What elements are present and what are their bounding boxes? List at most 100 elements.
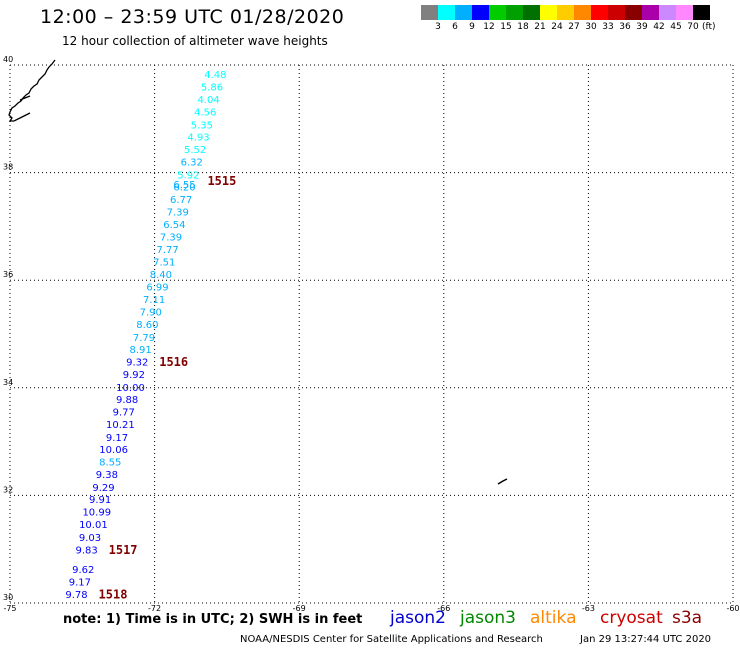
colorbar-swatch — [642, 5, 659, 20]
legend-altika: altika — [530, 608, 577, 628]
wave-height-value: 6.77 — [170, 195, 192, 206]
colorbar-label: 18 — [517, 22, 529, 32]
wave-height-value: 7.90 — [140, 307, 162, 318]
y-tick-label: 32 — [3, 485, 13, 494]
colorbar-label: 12 — [483, 22, 495, 32]
wave-height-value: 9.92 — [123, 370, 145, 381]
colorbar-swatch — [574, 5, 591, 20]
colorbar-label: 33 — [602, 22, 614, 32]
axis-tick-labels: -75 -72 -69 -66 -63 -60 40 38 36 34 32 30 — [3, 55, 740, 612]
track-time-label: 1515 — [207, 174, 236, 188]
wave-height-value: 5.35 — [191, 120, 213, 131]
wave-height-value: 7.39 — [160, 233, 182, 244]
y-tick-label: 40 — [3, 55, 13, 64]
colorbar-swatch — [693, 5, 710, 20]
colorbar-label: 39 — [636, 22, 648, 32]
x-tick-label: -63 — [582, 604, 595, 612]
graticule — [9, 64, 734, 604]
colorbar-label: 21 — [534, 22, 546, 32]
x-tick-label: -60 — [726, 604, 739, 612]
wave-height-value: 10.00 — [116, 383, 145, 394]
wave-height-value: 6.99 — [146, 283, 168, 294]
wave-height-value: 9.17 — [69, 578, 91, 589]
wave-height-value: 10.01 — [79, 520, 108, 531]
wave-height-value: 9.62 — [72, 565, 94, 576]
wave-height-value: 6.20 — [173, 183, 195, 194]
wave-height-value: 5.86 — [201, 83, 223, 94]
wave-height-value: 8.40 — [150, 270, 172, 281]
y-tick-label: 30 — [3, 593, 13, 602]
colorbar-swatch — [625, 5, 642, 20]
track-values: 4.48 5.864.044.56 5.35 4.935.526.32 5.926.55… — [65, 70, 226, 601]
colorbar-label: 3 — [435, 22, 441, 32]
wave-height-value: 5.52 — [184, 145, 206, 156]
wave-height-value: 9.78 — [65, 590, 87, 601]
colorbar — [421, 5, 710, 21]
colorbar-swatch — [676, 5, 693, 20]
wave-height-value: 5.92 — [177, 170, 199, 181]
wave-height-value: 9.29 — [92, 483, 114, 494]
colorbar-swatch — [506, 5, 523, 20]
colorbar-label: 15 — [500, 22, 512, 32]
colorbar-swatch — [421, 5, 438, 20]
colorbar-label: 27 — [568, 22, 580, 32]
wave-height-value: 8.91 — [129, 345, 151, 356]
wave-height-value: 9.77 — [113, 408, 135, 419]
generated-time: Jan 29 13:27:44 UTC 2020 — [580, 634, 712, 645]
x-tick-label: -75 — [3, 604, 16, 612]
wave-height-value: 6.32 — [181, 157, 203, 168]
colorbar-label: 45 — [670, 22, 682, 32]
colorbar-swatch — [540, 5, 557, 20]
wave-height-value: 10.06 — [99, 445, 128, 456]
colorbar-label: 36 — [619, 22, 631, 32]
wave-height-value: 10.21 — [106, 420, 135, 431]
colorbar-swatch — [455, 5, 472, 20]
wave-height-value: 4.56 — [194, 107, 216, 118]
track-time-label: 1518 — [99, 587, 128, 601]
units-note: note: 1) Time is in UTC; 2) SWH is in fe… — [63, 612, 363, 627]
wave-height-value: 7.39 — [167, 207, 189, 218]
colorbar-label: 70 — [687, 22, 699, 32]
y-tick-label: 38 — [3, 163, 13, 172]
coastline — [8, 59, 56, 122]
wave-height-value: 7.51 — [153, 257, 175, 268]
colorbar-swatch — [557, 5, 574, 20]
bermuda-island — [497, 478, 508, 485]
colorbar-label: 42 — [653, 22, 665, 32]
x-tick-label: -72 — [148, 604, 161, 612]
y-tick-label: 34 — [3, 378, 13, 387]
colorbar-swatch — [659, 5, 676, 20]
wave-height-value: 9.38 — [96, 470, 118, 481]
colorbar-label: 24 — [551, 22, 563, 32]
x-tick-label: -69 — [293, 604, 306, 612]
map-title: 12:00 – 23:59 UTC 01/28/2020 — [40, 6, 345, 28]
y-tick-label: 36 — [3, 270, 13, 279]
wave-height-value: 9.32 — [126, 358, 148, 369]
colorbar-unit: (ft) — [702, 22, 716, 32]
colorbar-swatch — [523, 5, 540, 20]
wave-height-value: 8.60 — [136, 320, 158, 331]
wave-height-value: 9.03 — [79, 533, 101, 544]
track-time-labels: 1515 1516 1517 1518 — [99, 174, 237, 601]
wave-height-value: 6.55 — [173, 180, 195, 191]
wave-height-value: 6.54 — [163, 220, 185, 231]
wave-height-value: 4.04 — [197, 95, 219, 106]
colorbar-swatch — [489, 5, 506, 20]
legend-s3a: s3a — [672, 608, 703, 628]
credit-line: NOAA/NESDIS Center for Satellite Applica… — [240, 634, 543, 645]
colorbar-label: 9 — [469, 22, 475, 32]
track-time-label: 1517 — [109, 543, 138, 557]
wave-height-value: 4.48 — [204, 70, 226, 81]
colorbar-label: 6 — [452, 22, 458, 32]
wave-height-value: 4.93 — [187, 133, 209, 144]
x-tick-label: -66 — [437, 604, 450, 612]
colorbar-swatch — [438, 5, 455, 20]
colorbar-swatch — [608, 5, 625, 20]
wave-height-value: 7.77 — [156, 245, 178, 256]
legend-cryosat: cryosat — [600, 608, 663, 628]
wave-height-value: 7.11 — [143, 295, 165, 306]
wave-height-value: 7.79 — [133, 333, 155, 344]
track-time-label: 1516 — [159, 355, 188, 369]
coastline-path — [8, 59, 56, 122]
